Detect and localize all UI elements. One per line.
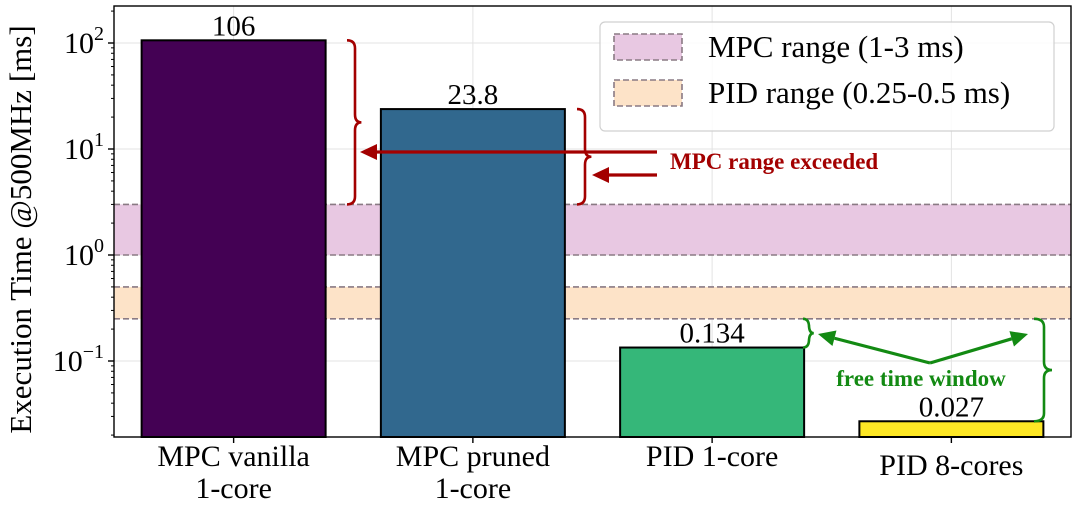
brace-mpc-pruned — [576, 107, 592, 206]
annotation-mpc-exceeded: MPC range exceeded — [670, 149, 878, 174]
bar-value-label: 23.8 — [448, 79, 499, 111]
bar-2 — [619, 346, 806, 438]
y-axis-label: Execution Time @500MHz [ms] — [3, 25, 38, 433]
bar-3 — [858, 420, 1045, 439]
x-tick-label: PID 1-core — [646, 440, 778, 473]
bar-value-label: 0.027 — [919, 391, 984, 423]
annotations: MPC range exceeded free time window — [346, 39, 1053, 423]
brace-pid-8cores — [1033, 317, 1053, 423]
bar-value-label: 106 — [212, 10, 256, 42]
bar-value-label: 0.134 — [680, 318, 746, 350]
y-tick-label: 101 — [64, 129, 104, 166]
y-tick-label: 102 — [64, 23, 104, 60]
arrow-to-pid-1core-head — [818, 330, 837, 347]
legend-label: MPC range (1-3 ms) — [708, 29, 964, 64]
x-tick-label: MPC pruned 1-core — [396, 440, 550, 505]
legend: MPC range (1-3 ms) PID range (0.25-0.5 ms… — [599, 21, 1055, 132]
arrow-to-pid-1core — [834, 336, 931, 365]
annotation-free-window: free time window — [836, 366, 1006, 391]
y-tick-label: 10−1 — [53, 341, 104, 378]
arrow-to-pid-8cores — [929, 337, 1013, 365]
arrow-to-pruned-head — [592, 167, 609, 183]
arrow-to-vanilla-head — [360, 144, 377, 160]
brace-pid-1core — [802, 317, 814, 349]
x-tick-label: PID 8-cores — [879, 449, 1023, 482]
legend-swatch — [613, 79, 683, 107]
y-tick-label: 100 — [64, 235, 104, 272]
x-tick-label: MPC vanilla 1-core — [157, 440, 310, 505]
arrow-to-pid-8cores-head — [1009, 331, 1028, 347]
legend-label: PID range (0.25-0.5 ms) — [708, 75, 1010, 110]
plot-frame — [113, 5, 1072, 438]
bars: 106 23.8 0.134 0.027 — [140, 10, 1045, 439]
brace-mpc-vanilla — [346, 39, 362, 206]
bar-1 — [379, 108, 566, 438]
axes: 10−1 100 101 102 MPC vanilla 1-core MPC pruned… — [3, 5, 1072, 505]
legend-box — [599, 21, 1055, 132]
bar-0 — [140, 39, 327, 439]
legend-swatch — [613, 33, 683, 61]
